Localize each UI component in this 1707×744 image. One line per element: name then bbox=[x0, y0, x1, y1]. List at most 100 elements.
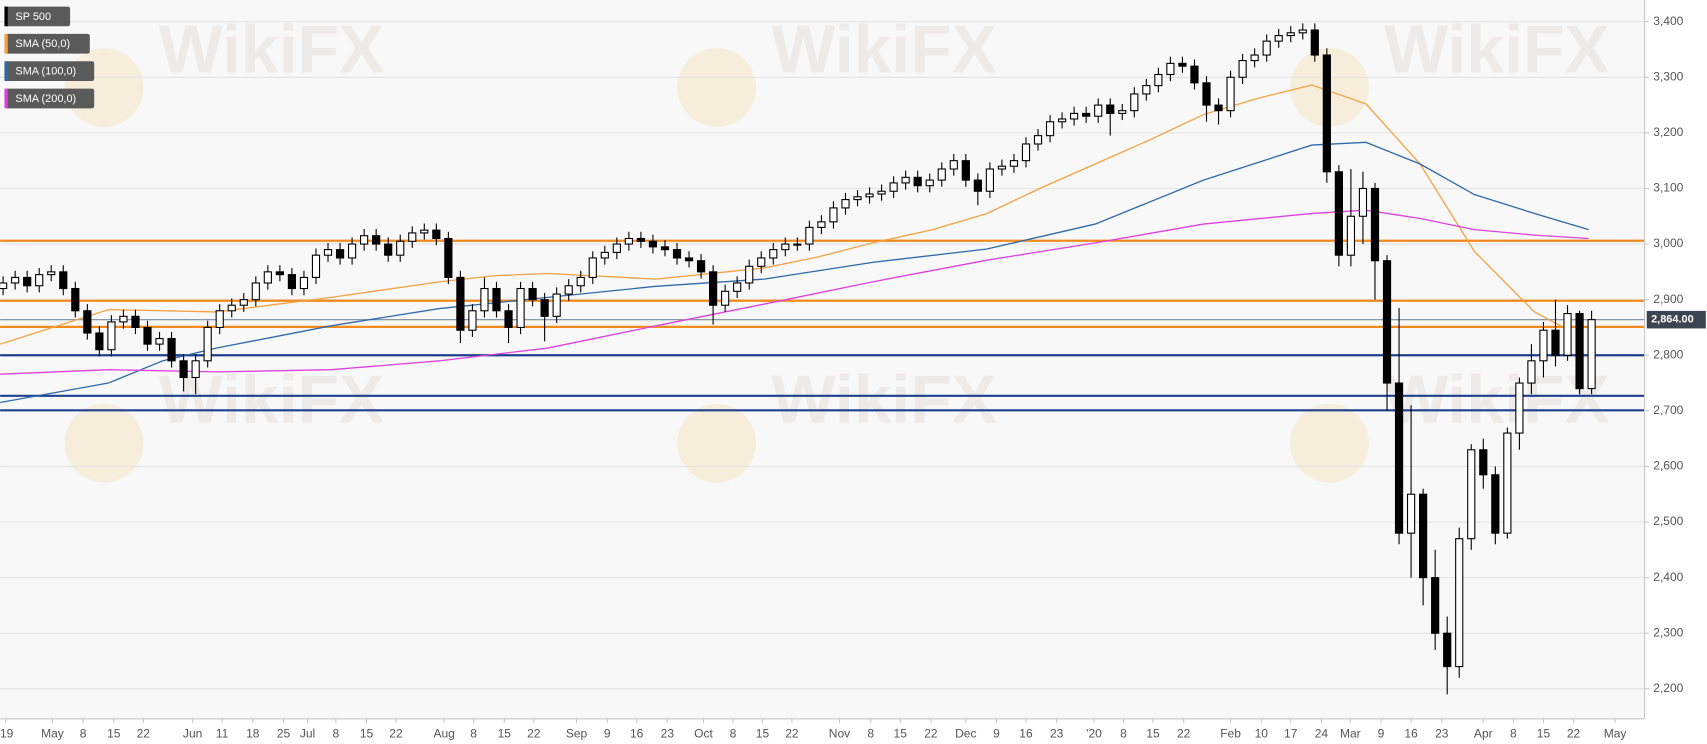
legend-swatch bbox=[4, 88, 8, 109]
y-tick-label: 2,900 bbox=[1653, 292, 1683, 306]
candle-body bbox=[360, 235, 369, 245]
y-tick-label: 3,200 bbox=[1653, 125, 1683, 139]
candle-body bbox=[23, 276, 32, 287]
x-tick-label: Nov bbox=[829, 726, 850, 740]
x-tick-label: 16 bbox=[1019, 726, 1033, 740]
candle-body bbox=[1021, 143, 1031, 162]
x-tick-label: 23 bbox=[661, 726, 675, 740]
watermark-logo bbox=[64, 48, 144, 127]
candle-body bbox=[925, 179, 934, 187]
y-tick-label: 2,600 bbox=[1653, 459, 1683, 473]
x-tick-label: 22 bbox=[1177, 726, 1191, 740]
x-tick-label: 15 bbox=[498, 726, 512, 740]
x-tick-label: 11 bbox=[216, 726, 229, 740]
y-tick-label: 2,400 bbox=[1653, 570, 1683, 584]
candle-body bbox=[1419, 493, 1428, 579]
x-tick-label: 22 bbox=[924, 726, 938, 740]
candle-body bbox=[119, 315, 128, 323]
legend-box bbox=[4, 61, 95, 81]
candle-body bbox=[1262, 40, 1271, 56]
x-tick-label: Feb bbox=[1220, 726, 1241, 740]
x-tick-label: 23 bbox=[1435, 726, 1449, 740]
candle-body bbox=[179, 360, 188, 379]
candle-body bbox=[1202, 82, 1211, 106]
x-tick-label: 15 bbox=[360, 726, 374, 740]
x-tick-label: 9 bbox=[1378, 726, 1385, 740]
candle-body bbox=[781, 243, 790, 251]
candle-body bbox=[239, 299, 248, 306]
legend-swatch bbox=[4, 6, 8, 27]
candle-body bbox=[721, 290, 730, 306]
candle-body bbox=[997, 165, 1007, 170]
candle-body bbox=[1503, 432, 1512, 534]
candle-body bbox=[456, 276, 465, 331]
x-tick-label: 25 bbox=[277, 726, 291, 740]
watermark-logo bbox=[1290, 403, 1369, 483]
candle-body bbox=[1406, 493, 1416, 534]
candle-body bbox=[540, 299, 549, 317]
candle-body bbox=[335, 249, 345, 259]
candle-body bbox=[1009, 160, 1019, 167]
candle-body bbox=[215, 310, 224, 328]
sma-line bbox=[0, 84, 1565, 345]
x-tick-label: '20 bbox=[1086, 726, 1102, 740]
candle-body bbox=[901, 176, 910, 184]
x-tick-label: 15 bbox=[756, 726, 770, 740]
candle-body bbox=[709, 271, 718, 306]
candle-body bbox=[1491, 474, 1500, 534]
candle-body bbox=[95, 332, 104, 351]
candle-body bbox=[769, 249, 778, 259]
candle-body bbox=[1467, 449, 1476, 540]
plot-background bbox=[0, 0, 1644, 719]
candle-body bbox=[985, 168, 994, 192]
candle-body bbox=[492, 287, 501, 312]
x-tick-label: 8 bbox=[332, 726, 339, 740]
candle-body bbox=[588, 257, 597, 278]
candle-body bbox=[1334, 171, 1343, 256]
x-tick-label: May bbox=[41, 726, 64, 740]
candle-body bbox=[191, 360, 200, 379]
candle-body bbox=[937, 168, 946, 181]
candle-body bbox=[745, 265, 754, 284]
watermark-logo bbox=[677, 403, 757, 483]
x-tick-label: 10 bbox=[1255, 726, 1269, 740]
candle-body bbox=[829, 207, 838, 223]
legend-box bbox=[4, 6, 71, 27]
candle-body bbox=[287, 274, 297, 290]
candle-body bbox=[817, 221, 826, 228]
candle-body bbox=[1563, 313, 1572, 356]
candle-body bbox=[444, 237, 453, 278]
x-tick-label: 22 bbox=[527, 726, 541, 740]
candle-body bbox=[1298, 29, 1307, 34]
x-tick-label: '19 bbox=[0, 726, 14, 740]
candle-body bbox=[636, 237, 646, 242]
candle-body bbox=[1094, 104, 1103, 117]
x-tick-label: 23 bbox=[1050, 726, 1064, 740]
legend-label: SP 500 bbox=[15, 11, 51, 23]
candle-body bbox=[372, 235, 381, 245]
candle-body bbox=[384, 243, 393, 256]
last-price-box bbox=[1646, 310, 1706, 329]
candle-body bbox=[600, 251, 609, 259]
y-tick-label: 3,000 bbox=[1653, 236, 1683, 250]
candle-body bbox=[1190, 65, 1199, 84]
x-tick-label: 22 bbox=[137, 726, 151, 740]
candle-body bbox=[660, 246, 670, 251]
x-tick-label: 15 bbox=[894, 726, 908, 740]
candle-body bbox=[973, 179, 982, 192]
x-tick-label: 8 bbox=[80, 726, 87, 740]
x-tick-label: 22 bbox=[1567, 726, 1581, 740]
candle-body bbox=[1045, 121, 1055, 137]
watermarks: WikiFX WikiFX WikiFX WikiFX WikiFX WikiF… bbox=[64, 13, 1610, 483]
watermark: WikiFX bbox=[771, 13, 997, 88]
candle-body bbox=[853, 196, 862, 201]
candle-body bbox=[263, 271, 272, 284]
candle-body bbox=[1166, 62, 1175, 76]
candle-body bbox=[1479, 449, 1488, 476]
candle-body bbox=[696, 260, 706, 273]
candle-body bbox=[1118, 110, 1127, 114]
candle-body bbox=[131, 315, 140, 328]
candle-body bbox=[107, 321, 116, 351]
x-tick-label: 17 bbox=[1284, 726, 1298, 740]
watermark-logo bbox=[677, 48, 757, 127]
